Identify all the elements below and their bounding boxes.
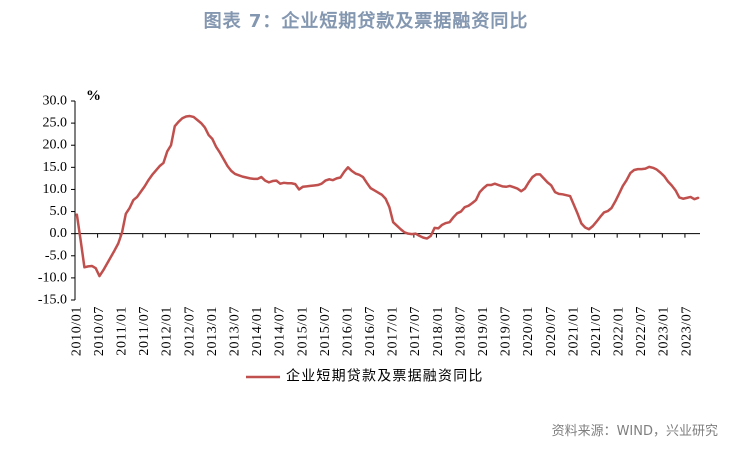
x-tick-label: 2021/07 [589,306,604,356]
y-tick-label: -10.0 [38,270,67,285]
y-tick-label: 10.0 [43,182,68,197]
x-tick-label: 2014/07 [273,306,288,356]
x-tick-label: 2011/01 [115,306,130,356]
x-tick-label: 2018/01 [431,306,446,356]
x-tick-label: 2020/01 [521,306,536,356]
x-tick-label: 2017/01 [386,306,401,356]
y-tick-label: 0.0 [50,226,68,241]
source-note: 资料来源：WIND，兴业研究 [551,424,718,439]
y-tick-label: 15.0 [43,160,68,175]
y-tick-label: -5.0 [45,248,67,263]
x-tick-label: 2017/07 [408,306,423,356]
y-tick-label: 20.0 [43,138,68,153]
series-line [75,114,700,278]
y-tick-label: -15.0 [38,293,67,308]
x-tick-label: 2022/01 [612,306,627,356]
x-tick-label: 2016/07 [363,306,378,356]
chart-title: 图表 7：企业短期贷款及票据融资同比 [203,11,529,32]
x-tick-label: 2023/07 [679,306,694,356]
y-tick-label: 25.0 [43,116,68,131]
x-tick-label: 2021/01 [566,306,581,356]
legend-label: 企业短期贷款及票据融资同比 [286,368,484,385]
x-tick-label: 2013/07 [228,306,243,356]
x-tick-label: 2022/07 [634,306,649,356]
y-tick-label: 5.0 [50,204,68,219]
x-tick-label: 2019/07 [499,306,514,356]
x-tick-label: 2016/01 [340,306,355,356]
y-axis: 30.0 25.0 20.0 15.0 10.0 5.0 0.0 -5.0 -10.0 -15.0 [38,94,76,308]
x-tick-label: 2020/07 [544,306,559,356]
x-tick-label: 2019/01 [476,306,491,356]
x-tick-label: 2012/07 [182,306,197,356]
x-tick-label: 2011/07 [137,306,152,356]
x-tick-label: 2015/07 [318,306,333,356]
y-unit-label: % [86,88,101,104]
legend: 企业短期贷款及票据融资同比 [246,368,484,385]
x-tick-label: 2014/01 [250,306,265,356]
x-axis: 2010/01 2010/07 2011/01 2011/07 2012/01 2012/… [69,233,700,356]
x-tick-label: 2012/01 [160,306,175,356]
x-tick-label: 2010/01 [69,306,84,356]
x-tick-label: 2015/01 [295,306,310,356]
x-tick-label: 2018/07 [453,306,468,356]
x-tick-label: 2023/01 [657,306,672,356]
x-tick-label: 2013/01 [205,306,220,356]
y-tick-label: 30.0 [43,94,68,109]
x-tick-label: 2010/07 [92,306,107,356]
